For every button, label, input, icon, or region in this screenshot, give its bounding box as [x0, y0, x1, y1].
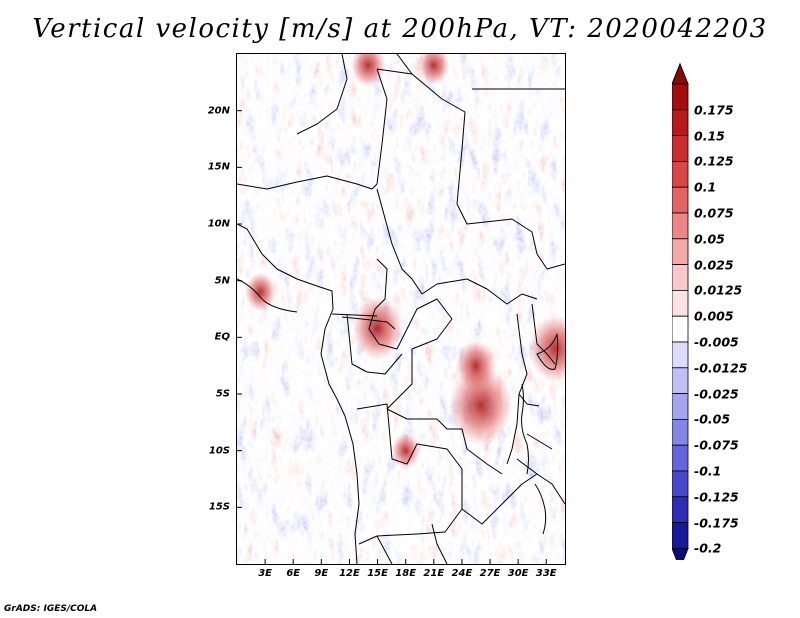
- tanzania-border: [516, 433, 553, 475]
- colorbar-label: -0.0125: [694, 360, 748, 376]
- colorbar-label: 0.15: [694, 128, 725, 144]
- colorbar-label: 0.125: [694, 153, 734, 169]
- sudan-border: [456, 203, 565, 270]
- colorbar-label: -0.1: [694, 463, 722, 479]
- colorbar-segment: [672, 315, 689, 343]
- colorbar-segment: [672, 264, 689, 291]
- map-panel: [236, 53, 566, 565]
- colorbar-label: 0.175: [694, 102, 734, 118]
- colorbar-label: -0.175: [694, 515, 739, 531]
- updraft-hotspots: [244, 54, 565, 469]
- colorbar-segment: [672, 161, 689, 188]
- uganda-border: [531, 303, 556, 365]
- updraft-hotspot: [391, 433, 420, 469]
- gulf-coast: [237, 278, 298, 313]
- map-title: Vertical velocity [m/s] at 200hPa, VT: 2…: [32, 14, 768, 44]
- noise-speckle: [237, 54, 565, 564]
- updraft-hotspot: [351, 54, 386, 87]
- namibia-botswana-border: [376, 523, 448, 564]
- gabon-border: [331, 313, 403, 375]
- lon-label: 21E: [423, 568, 445, 579]
- equatorial-border: [341, 316, 396, 330]
- colorbar-segment: [672, 135, 689, 162]
- lon-label: 3E: [258, 568, 273, 579]
- updraft-hotspot: [418, 54, 450, 85]
- colorbar-segment: [672, 238, 689, 266]
- north-border: [396, 54, 413, 75]
- lat-label: 20N: [207, 105, 230, 117]
- updraft-hotspot: [352, 296, 403, 360]
- lon-label: 9E: [314, 568, 329, 579]
- lake-malawi: [534, 483, 547, 535]
- colorbar-segment: [672, 109, 689, 136]
- colorbar-label: 0.05: [694, 231, 725, 247]
- sahel-border: [237, 175, 423, 295]
- niger-chad-border: [296, 54, 388, 190]
- updraft-hotspot: [244, 272, 277, 312]
- lake-victoria: [536, 333, 559, 370]
- coastline: [237, 223, 360, 564]
- cameroon-congo-border: [368, 258, 453, 350]
- colorbar-segment: [672, 186, 689, 214]
- colorbar-label: 0.005: [694, 308, 734, 324]
- colorbar-segment: [672, 83, 689, 111]
- colorbar-segment: [672, 418, 689, 446]
- angola-border: [356, 403, 463, 545]
- car-sudan-border: [421, 278, 538, 305]
- colorbar-segment: [672, 393, 689, 420]
- drc-border: [386, 349, 503, 475]
- colorbar-segment: [672, 444, 689, 472]
- colorbar-label: -0.005: [694, 334, 739, 350]
- colorbar-segment: [672, 212, 689, 240]
- colorbar-label: -0.2: [694, 540, 722, 556]
- lat-label: EQ: [214, 331, 230, 343]
- updraft-hotspot: [455, 340, 497, 392]
- libya-egypt-border: [376, 68, 466, 205]
- lake-tanganyika: [521, 383, 529, 475]
- lon-label: 24E: [451, 568, 473, 579]
- lon-label: 12E: [339, 568, 360, 579]
- lon-label: 30E: [507, 568, 529, 579]
- lat-label: 10N: [207, 218, 230, 230]
- colorbar-label: 0.075: [694, 205, 734, 221]
- colorbar-segment: [672, 367, 689, 394]
- lon-label: 15E: [367, 568, 388, 579]
- colorbar-segment: [672, 470, 689, 498]
- colorbar-bottom-arrow: [672, 547, 689, 560]
- lon-label: 27E: [479, 568, 501, 579]
- colorbar-top-arrow: [672, 62, 689, 85]
- colorbar-label: -0.05: [694, 411, 731, 427]
- colorbar-segment: [672, 496, 689, 523]
- colorbar: [672, 62, 689, 560]
- colorbar-label: -0.125: [694, 489, 739, 505]
- colorbar-segment: [672, 289, 689, 317]
- colorbar-label: -0.075: [694, 437, 739, 453]
- lat-label: 15N: [207, 161, 230, 173]
- lat-label: 15S: [208, 501, 230, 513]
- colorbar-label: -0.025: [694, 386, 739, 402]
- colorbar-segment: [672, 341, 689, 369]
- lat-label: 5N: [214, 275, 230, 287]
- rwanda-border: [518, 393, 540, 407]
- lon-label: 18E: [395, 568, 417, 579]
- grads-credit: GrADS: IGES/COLA: [4, 604, 98, 614]
- colorbar-label: 0.025: [694, 257, 734, 273]
- zambia-border: [461, 473, 565, 525]
- lon-label: 33E: [535, 568, 557, 579]
- colorbar-segment: [672, 522, 689, 549]
- colorbar-label: 0.1: [694, 179, 717, 195]
- colorbar-label: 0.0125: [694, 282, 743, 298]
- lon-label: 6E: [286, 568, 301, 579]
- lat-label: 5S: [215, 388, 230, 400]
- lat-label: 10S: [208, 445, 230, 457]
- velocity-field-map: [237, 54, 565, 564]
- country-borders: [237, 54, 565, 564]
